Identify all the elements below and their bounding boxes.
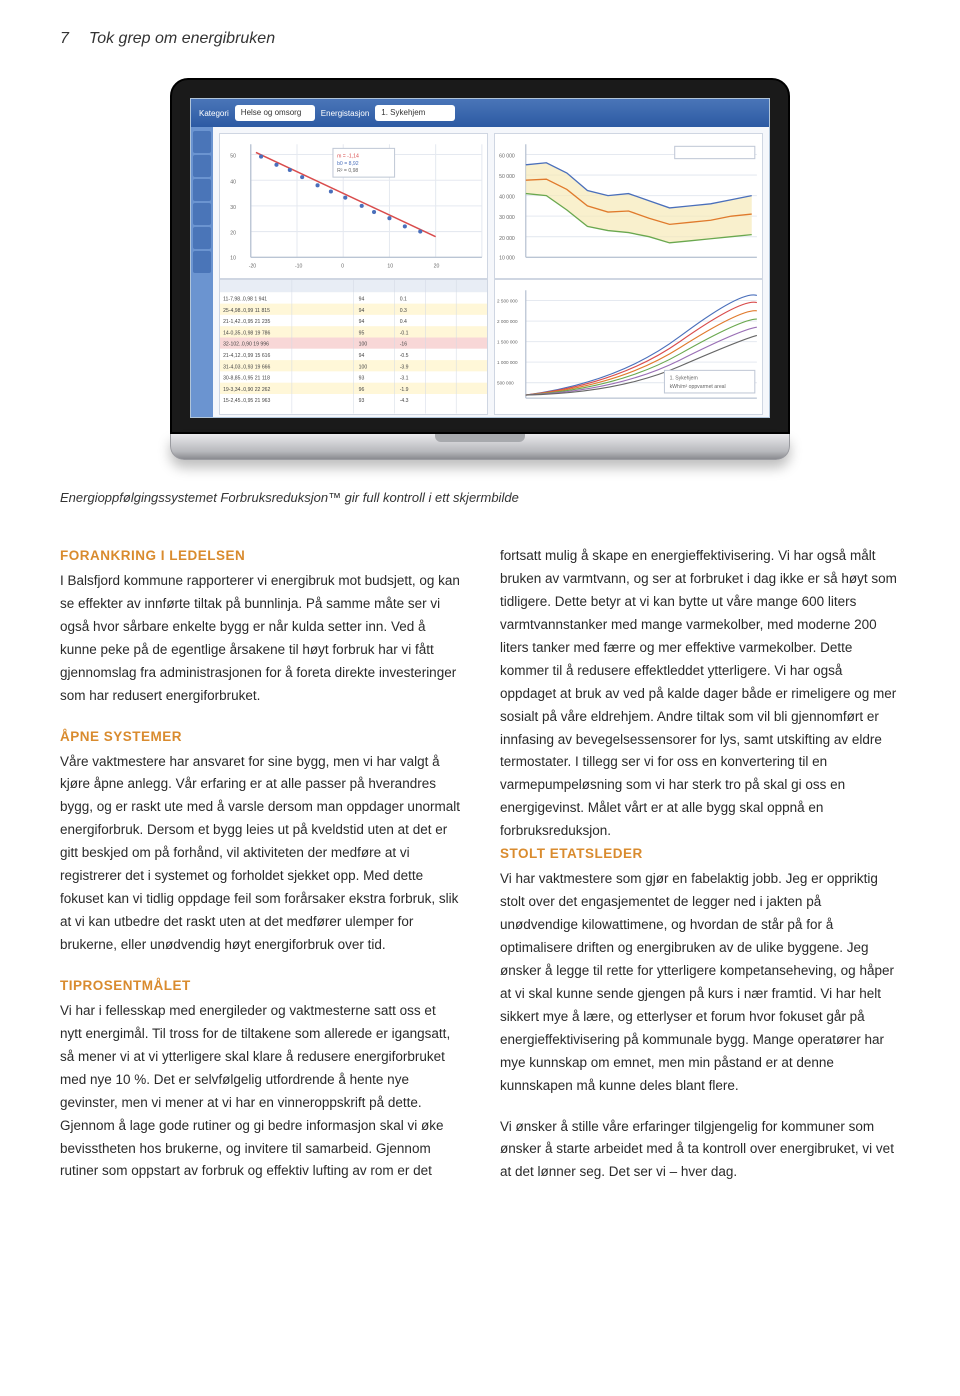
svg-text:50 000: 50 000: [499, 174, 515, 180]
svg-text:10: 10: [387, 263, 393, 269]
svg-text:1 000 000: 1 000 000: [497, 360, 518, 365]
svg-text:31-4,03..0,93 19 666: 31-4,03..0,93 19 666: [223, 364, 270, 370]
svg-text:30: 30: [230, 205, 236, 211]
svg-text:R² = 0,98: R² = 0,98: [337, 168, 358, 174]
section-text: I Balsfjord kommune rapporterer vi energ…: [60, 570, 460, 708]
figure-caption: Energioppfølgingssystemet Forbruksreduks…: [60, 490, 900, 505]
svg-text:20: 20: [434, 263, 440, 269]
section-title-tiprosentmalet: TIPROSENTMÅLET: [60, 975, 460, 998]
dashboard-table: 11-7,98..0,98 1 941 94 0.1 25-4,98..0,99 1…: [219, 279, 488, 415]
svg-text:60 000: 60 000: [499, 154, 515, 160]
svg-text:30 000: 30 000: [499, 215, 515, 221]
svg-text:40 000: 40 000: [499, 195, 515, 201]
dashboard-sidebar: [191, 127, 213, 417]
svg-text:-3.9: -3.9: [400, 364, 409, 370]
svg-text:95: 95: [359, 330, 365, 336]
svg-text:-16: -16: [400, 342, 408, 348]
svg-text:10: 10: [230, 255, 236, 261]
section-title-stolt-etatsleder: STOLT ETATSLEDER: [500, 843, 900, 866]
dash-category-value: Helse og omsorg: [235, 105, 315, 121]
svg-text:94: 94: [359, 353, 365, 359]
section-title-forankring: FORANKRING I LEDELSEN: [60, 545, 460, 568]
section-title-apne-systemer: ÅPNE SYSTEMER: [60, 726, 460, 749]
svg-text:11-7,98..0,98 1 941: 11-7,98..0,98 1 941: [223, 297, 267, 303]
laptop-mockup: Kategori Helse og omsorg Energistasjon 1…: [60, 78, 900, 460]
svg-text:100: 100: [359, 342, 368, 348]
svg-text:1. Sykehjem: 1. Sykehjem: [670, 376, 698, 382]
section-text: Vi har vaktmestere som gjør en fabelakti…: [500, 868, 900, 1097]
page-number: 7: [60, 30, 69, 48]
chart-cumulative: 2 500 000 2 000 000 1 500 000 1 000 000 50…: [494, 279, 763, 415]
svg-text:40: 40: [230, 179, 236, 185]
svg-text:1 500 000: 1 500 000: [497, 340, 518, 345]
svg-text:19-3,34..0,90 22 262: 19-3,34..0,90 22 262: [223, 387, 270, 393]
svg-text:30-8,85..0,95 21 118: 30-8,85..0,95 21 118: [223, 376, 270, 382]
dashboard-screenshot: Kategori Helse og omsorg Energistasjon 1…: [190, 98, 770, 418]
svg-text:100: 100: [359, 364, 368, 370]
svg-text:500 000: 500 000: [497, 381, 514, 386]
svg-text:0.3: 0.3: [400, 308, 407, 314]
svg-text:0.4: 0.4: [400, 319, 407, 325]
section-text: Vi ønsker å stille våre erfaringer tilgj…: [500, 1116, 900, 1185]
svg-text:-3.1: -3.1: [400, 376, 409, 382]
svg-text:b0 = 8,92: b0 = 8,92: [337, 161, 359, 167]
svg-text:20: 20: [230, 231, 236, 237]
svg-text:2 000 000: 2 000 000: [497, 319, 518, 324]
svg-text:-0.1: -0.1: [400, 330, 409, 336]
section-text: Våre vaktmestere har ansvaret for sine b…: [60, 751, 460, 957]
dash-station-label: Energistasjon: [321, 109, 369, 118]
svg-text:21-1,42..0,95 21 235: 21-1,42..0,95 21 235: [223, 319, 270, 325]
dash-station-value: 1. Sykehjem: [375, 105, 455, 121]
svg-text:50: 50: [230, 154, 236, 160]
svg-text:94: 94: [359, 308, 365, 314]
svg-text:2 500 000: 2 500 000: [497, 299, 518, 304]
svg-text:25-4,98..0,99 11 815: 25-4,98..0,99 11 815: [223, 308, 270, 314]
svg-text:kWh/m² oppvarmet areal: kWh/m² oppvarmet areal: [670, 384, 726, 390]
svg-text:20 000: 20 000: [499, 236, 515, 242]
svg-text:0: 0: [341, 263, 344, 269]
article-body: FORANKRING I LEDELSEN I Balsfjord kommun…: [60, 545, 900, 1202]
chart-et-curve: m = -1,14 b0 = 8,92 R² = 0,98 50 40 30 20 1…: [219, 133, 488, 279]
header-title: Tok grep om energibruken: [89, 30, 275, 48]
svg-text:96: 96: [359, 387, 365, 393]
svg-text:-4.3: -4.3: [400, 398, 409, 404]
svg-text:-1.9: -1.9: [400, 387, 409, 393]
svg-text:0.1: 0.1: [400, 297, 407, 303]
svg-text:32-102..0,90 19 996: 32-102..0,90 19 996: [223, 342, 269, 348]
svg-text:21-4,12..0,99 15 616: 21-4,12..0,99 15 616: [223, 353, 270, 359]
svg-text:93: 93: [359, 398, 365, 404]
dash-category-label: Kategori: [199, 109, 229, 118]
chart-weekly-area: 60 000 50 000 40 000 30 000 20 000 10 000: [494, 133, 763, 279]
svg-text:-0.5: -0.5: [400, 353, 409, 359]
svg-text:10 000: 10 000: [499, 255, 515, 261]
svg-text:-20: -20: [249, 263, 257, 269]
svg-text:14-0,35..0,98 19 786: 14-0,35..0,98 19 786: [223, 330, 270, 336]
svg-text:m = -1,14: m = -1,14: [337, 154, 359, 160]
svg-text:94: 94: [359, 297, 365, 303]
page-header: 7 Tok grep om energibruken: [60, 30, 900, 48]
svg-text:93: 93: [359, 376, 365, 382]
svg-text:94: 94: [359, 319, 365, 325]
svg-text:15-2,45..0,95 21 963: 15-2,45..0,95 21 963: [223, 398, 270, 404]
svg-text:-10: -10: [295, 263, 303, 269]
